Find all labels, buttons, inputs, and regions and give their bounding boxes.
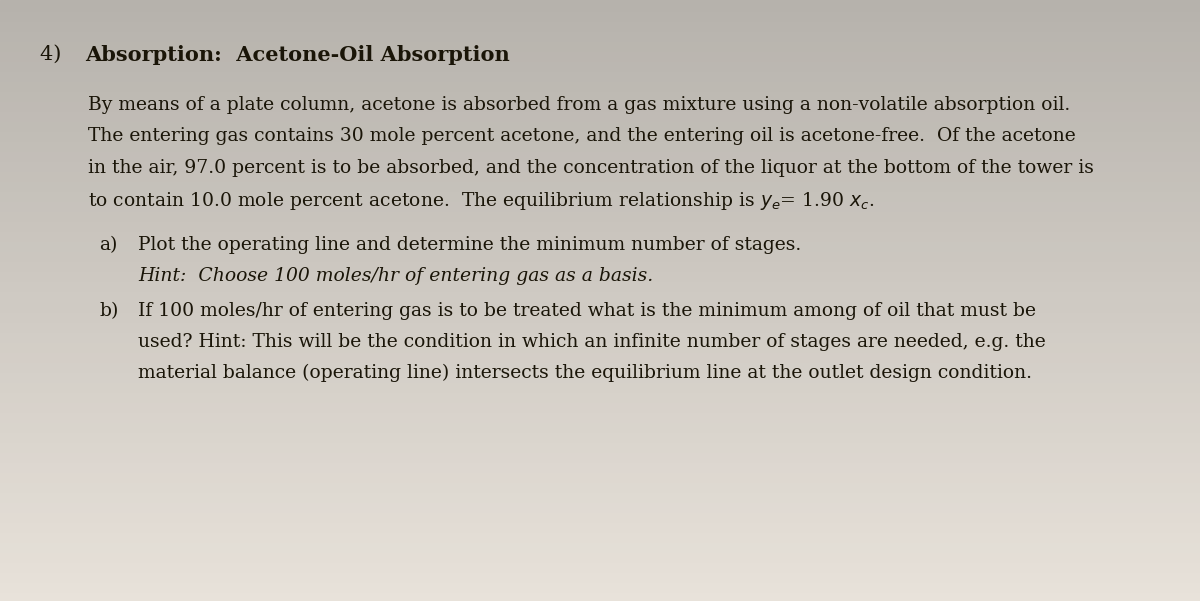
Bar (0, 551, 1200, 561)
Bar (0, 240, 1200, 251)
Bar (0, 441, 1200, 451)
Bar (0, 230, 1200, 240)
Bar (0, 521, 1200, 531)
Bar (0, 320, 1200, 331)
Bar (0, 341, 1200, 350)
Bar (0, 361, 1200, 371)
Text: used? Hint: This will be the condition in which an infinite number of stages are: used? Hint: This will be the condition i… (138, 333, 1045, 351)
Bar (0, 251, 1200, 260)
Bar (0, 410, 1200, 421)
Bar (0, 30, 1200, 40)
Bar (0, 371, 1200, 380)
Text: b): b) (100, 302, 119, 320)
Bar (0, 180, 1200, 191)
Bar (0, 451, 1200, 461)
Bar (0, 210, 1200, 221)
Text: Hint:  Choose 100 moles/hr of entering gas as a basis.: Hint: Choose 100 moles/hr of entering ga… (138, 267, 653, 285)
Bar (0, 60, 1200, 70)
Bar (0, 281, 1200, 290)
Bar (0, 200, 1200, 210)
Bar (0, 541, 1200, 551)
Bar (0, 20, 1200, 30)
Bar (0, 80, 1200, 90)
Bar (0, 401, 1200, 410)
Bar (0, 331, 1200, 341)
Bar (0, 110, 1200, 120)
Bar (0, 461, 1200, 471)
Bar (0, 421, 1200, 431)
Bar (0, 511, 1200, 521)
Bar (0, 290, 1200, 300)
Bar (0, 270, 1200, 281)
Text: to contain 10.0 mole percent acetone.  The equilibrium relationship is $y_e$= 1.: to contain 10.0 mole percent acetone. Th… (88, 190, 874, 212)
Bar (0, 221, 1200, 230)
Bar (0, 70, 1200, 80)
Text: The entering gas contains 30 mole percent acetone, and the entering oil is aceto: The entering gas contains 30 mole percen… (88, 127, 1075, 145)
Bar (0, 531, 1200, 541)
Bar (0, 90, 1200, 100)
Bar (0, 561, 1200, 571)
Bar (0, 311, 1200, 320)
Bar (0, 100, 1200, 110)
Text: in the air, 97.0 percent is to be absorbed, and the concentration of the liquor : in the air, 97.0 percent is to be absorb… (88, 159, 1093, 177)
Text: a): a) (100, 236, 118, 254)
Text: Absorption:  Acetone-Oil Absorption: Absorption: Acetone-Oil Absorption (85, 45, 510, 65)
Bar (0, 150, 1200, 160)
Bar (0, 380, 1200, 391)
Text: By means of a plate column, acetone is absorbed from a gas mixture using a non-v: By means of a plate column, acetone is a… (88, 96, 1070, 114)
Bar (0, 130, 1200, 140)
Bar (0, 260, 1200, 270)
Bar (0, 191, 1200, 200)
Bar (0, 160, 1200, 170)
Bar (0, 140, 1200, 150)
Bar (0, 571, 1200, 581)
Bar (0, 0, 1200, 10)
Bar (0, 471, 1200, 481)
Bar (0, 481, 1200, 491)
Bar (0, 50, 1200, 60)
Text: Plot the operating line and determine the minimum number of stages.: Plot the operating line and determine th… (138, 236, 802, 254)
Bar (0, 10, 1200, 20)
Bar (0, 491, 1200, 501)
Text: material balance (operating line) intersects the equilibrium line at the outlet : material balance (operating line) inters… (138, 364, 1032, 382)
Bar (0, 350, 1200, 361)
Text: 4): 4) (40, 45, 74, 64)
Bar (0, 170, 1200, 180)
Bar (0, 431, 1200, 441)
Bar (0, 391, 1200, 401)
Bar (0, 120, 1200, 130)
Bar (0, 501, 1200, 511)
Bar (0, 300, 1200, 311)
Text: If 100 moles/hr of entering gas is to be treated what is the minimum among of oi: If 100 moles/hr of entering gas is to be… (138, 302, 1036, 320)
Bar (0, 591, 1200, 601)
Bar (0, 40, 1200, 50)
Bar (0, 581, 1200, 591)
